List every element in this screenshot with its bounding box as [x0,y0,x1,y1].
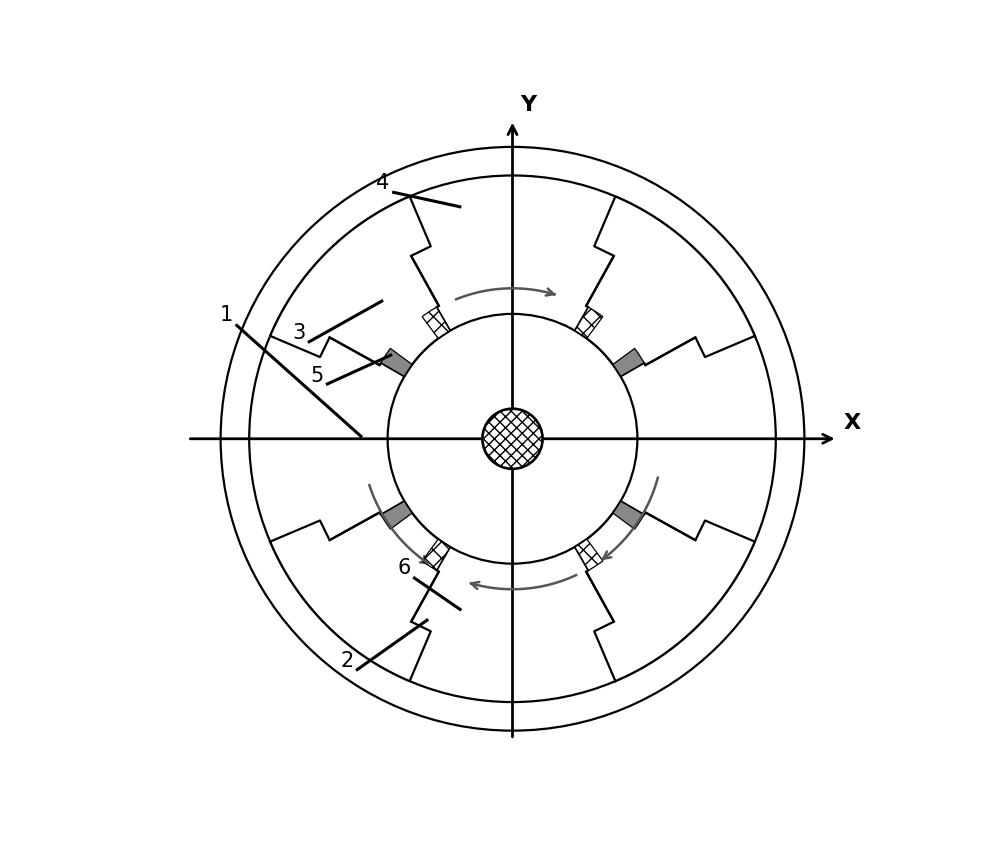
Polygon shape [575,307,603,338]
Text: 1: 1 [220,305,233,326]
Text: 3: 3 [292,323,305,343]
Text: Y: Y [520,95,536,115]
Polygon shape [613,501,644,529]
Text: 2: 2 [340,651,354,672]
Polygon shape [381,501,412,529]
Polygon shape [575,539,603,571]
Circle shape [482,409,543,469]
Polygon shape [613,349,644,377]
Text: 5: 5 [310,365,324,386]
Polygon shape [422,307,450,338]
Text: 6: 6 [397,558,411,578]
Polygon shape [422,539,450,571]
Text: X: X [843,413,861,432]
Polygon shape [270,501,450,681]
Polygon shape [575,197,755,377]
Polygon shape [575,501,755,681]
Polygon shape [270,197,450,377]
Text: 4: 4 [376,173,390,193]
Polygon shape [381,349,412,377]
